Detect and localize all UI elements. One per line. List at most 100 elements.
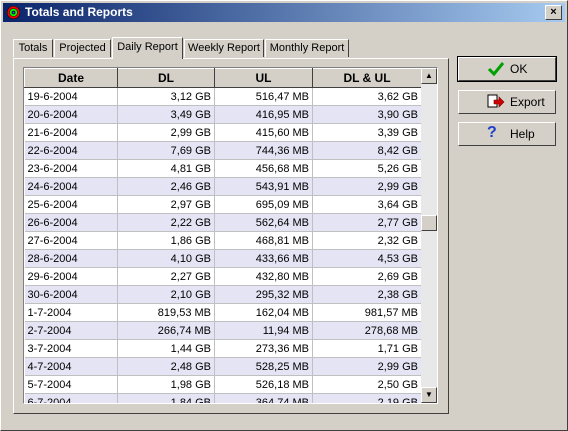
dl-ul-cell: 3,62 GB	[312, 87, 422, 106]
header-row: Date DL UL DL & UL	[24, 68, 422, 88]
tab-monthly-report[interactable]: Monthly Report	[265, 39, 349, 57]
ul-cell: 526,18 MB	[214, 375, 313, 394]
table-row[interactable]: 29-6-2004 2,27 GB 432,80 MB 2,69 GB	[24, 267, 422, 286]
ul-cell: 162,04 MB	[214, 303, 313, 322]
ul-cell: 456,68 MB	[214, 159, 313, 178]
dl-ul-cell: 3,90 GB	[312, 105, 422, 124]
ok-label: OK	[510, 62, 528, 76]
table-row[interactable]: 28-6-2004 4,10 GB 433,66 MB 4,53 GB	[24, 249, 422, 268]
ul-cell: 468,81 MB	[214, 231, 313, 250]
tab-label: Totals	[18, 42, 48, 54]
tab-label: Monthly Report	[269, 42, 345, 54]
table-row[interactable]: 24-6-2004 2,46 GB 543,91 MB 2,99 GB	[24, 177, 422, 196]
table-row[interactable]: 22-6-2004 7,69 GB 744,36 MB 8,42 GB	[24, 141, 422, 160]
ul-cell: 364,74 MB	[214, 393, 313, 403]
ul-cell: 295,32 MB	[214, 285, 313, 304]
help-label: Help	[510, 127, 535, 141]
dl-ul-cell: 981,57 MB	[312, 303, 422, 322]
dl-cell: 3,49 GB	[117, 105, 215, 124]
dl-cell: 1,44 GB	[117, 339, 215, 358]
dl-ul-cell: 2,77 GB	[312, 213, 422, 232]
table-row[interactable]: 19-6-2004 3,12 GB 516,47 MB 3,62 GB	[24, 87, 422, 106]
dl-cell: 2,22 GB	[117, 213, 215, 232]
ul-cell: 543,91 MB	[214, 177, 313, 196]
table-row[interactable]: 26-6-2004 2,22 GB 562,64 MB 2,77 GB	[24, 213, 422, 232]
tab-label: Projected	[59, 42, 106, 54]
table-row[interactable]: 27-6-2004 1,86 GB 468,81 MB 2,32 GB	[24, 231, 422, 250]
close-button[interactable]: ×	[545, 5, 562, 20]
ul-cell: 433,66 MB	[214, 249, 313, 268]
table-row[interactable]: 21-6-2004 2,99 GB 415,60 MB 3,39 GB	[24, 123, 422, 142]
table-row[interactable]: 5-7-2004 1,98 GB 526,18 MB 2,50 GB	[24, 375, 422, 394]
tab-projected[interactable]: Projected	[54, 39, 111, 57]
scroll-down-icon: ▼	[425, 390, 433, 399]
daily-report-grid[interactable]: Date DL UL DL & UL 19-6-2004 3,12 GB 516,4…	[23, 67, 438, 404]
ok-button[interactable]: OK	[457, 56, 557, 82]
table-row[interactable]: 6-7-2004 1,84 GB 364,74 MB 2,19 GB	[24, 393, 422, 403]
table-row[interactable]: 25-6-2004 2,97 GB 695,09 MB 3,64 GB	[24, 195, 422, 214]
dl-cell: 2,99 GB	[117, 123, 215, 142]
dl-cell: 2,48 GB	[117, 357, 215, 376]
dl-ul-cell: 2,38 GB	[312, 285, 422, 304]
export-icon	[487, 94, 505, 108]
vertical-scrollbar[interactable]: ▲ ▼	[421, 68, 437, 403]
tab-daily-report[interactable]: Daily Report	[112, 37, 183, 59]
date-cell: 1-7-2004	[24, 303, 118, 322]
date-cell: 24-6-2004	[24, 177, 118, 196]
table-row[interactable]: 4-7-2004 2,48 GB 528,25 MB 2,99 GB	[24, 357, 422, 376]
help-button[interactable]: ? Help	[458, 122, 556, 146]
ul-cell: 562,64 MB	[214, 213, 313, 232]
report-table: Date DL UL DL & UL 19-6-2004 3,12 GB 516,4…	[24, 68, 422, 403]
tab-totals[interactable]: Totals	[13, 39, 53, 57]
scroll-thumb[interactable]	[421, 215, 437, 231]
export-label: Export	[510, 95, 545, 109]
table-row[interactable]: 2-7-2004 266,74 MB 11,94 MB 278,68 MB	[24, 321, 422, 340]
scroll-down-button[interactable]: ▼	[421, 387, 437, 403]
dl-cell: 2,27 GB	[117, 267, 215, 286]
dl-ul-cell: 4,53 GB	[312, 249, 422, 268]
date-cell: 23-6-2004	[24, 159, 118, 178]
tab-label: Weekly Report	[188, 42, 260, 54]
tab-panel	[13, 58, 449, 414]
dl-ul-cell: 2,50 GB	[312, 375, 422, 394]
column-header-date[interactable]: Date	[24, 68, 118, 88]
title-bar[interactable]: Totals and Reports ×	[3, 3, 565, 22]
help-icon: ?	[487, 124, 497, 141]
table-row[interactable]: 30-6-2004 2,10 GB 295,32 MB 2,38 GB	[24, 285, 422, 304]
table-row[interactable]: 1-7-2004 819,53 MB 162,04 MB 981,57 MB	[24, 303, 422, 322]
date-cell: 5-7-2004	[24, 375, 118, 394]
ul-cell: 273,36 MB	[214, 339, 313, 358]
app-icon	[6, 5, 21, 20]
dl-ul-cell: 8,42 GB	[312, 141, 422, 160]
scroll-up-button[interactable]: ▲	[421, 68, 437, 84]
window-title: Totals and Reports	[25, 5, 133, 19]
table-row[interactable]: 23-6-2004 4,81 GB 456,68 MB 5,26 GB	[24, 159, 422, 178]
date-cell: 3-7-2004	[24, 339, 118, 358]
tab-weekly-report[interactable]: Weekly Report	[184, 39, 264, 57]
column-header-ul[interactable]: UL	[214, 68, 313, 88]
close-icon: ×	[550, 6, 557, 18]
date-cell: 25-6-2004	[24, 195, 118, 214]
date-cell: 19-6-2004	[24, 87, 118, 106]
export-button[interactable]: Export	[458, 90, 556, 114]
date-cell: 20-6-2004	[24, 105, 118, 124]
ul-cell: 415,60 MB	[214, 123, 313, 142]
date-cell: 4-7-2004	[24, 357, 118, 376]
scroll-up-icon: ▲	[425, 71, 433, 80]
dl-ul-cell: 2,19 GB	[312, 393, 422, 403]
ul-cell: 416,95 MB	[214, 105, 313, 124]
dl-cell: 2,46 GB	[117, 177, 215, 196]
ul-cell: 744,36 MB	[214, 141, 313, 160]
dl-ul-cell: 2,99 GB	[312, 357, 422, 376]
dl-ul-cell: 2,69 GB	[312, 267, 422, 286]
date-cell: 2-7-2004	[24, 321, 118, 340]
dl-ul-cell: 2,99 GB	[312, 177, 422, 196]
table-row[interactable]: 3-7-2004 1,44 GB 273,36 MB 1,71 GB	[24, 339, 422, 358]
column-header-dl[interactable]: DL	[117, 68, 215, 88]
date-cell: 21-6-2004	[24, 123, 118, 142]
date-cell: 26-6-2004	[24, 213, 118, 232]
date-cell: 30-6-2004	[24, 285, 118, 304]
column-header-dl-ul[interactable]: DL & UL	[312, 68, 422, 88]
table-row[interactable]: 20-6-2004 3,49 GB 416,95 MB 3,90 GB	[24, 105, 422, 124]
